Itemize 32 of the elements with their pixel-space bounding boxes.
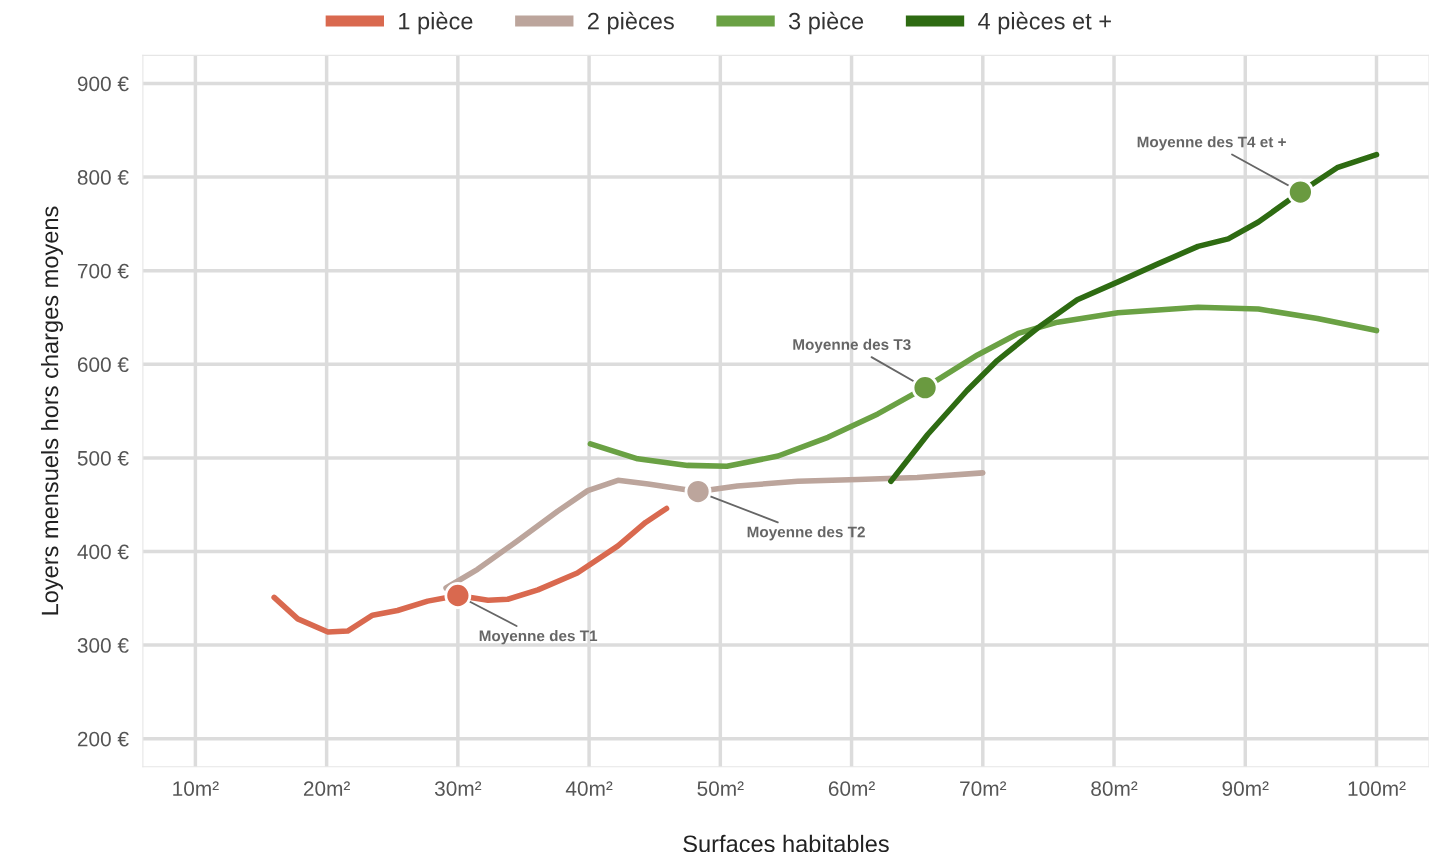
y-tick-label: 400 € xyxy=(77,544,129,560)
annotation: Moyenne des T1 xyxy=(479,630,598,645)
x-tick-label: 20m² xyxy=(303,781,350,796)
point xyxy=(1286,178,1314,206)
y-tick-label: 200 € xyxy=(77,731,129,747)
y-tick-label: 800 € xyxy=(77,170,129,185)
x-tick-label: 100m² xyxy=(1348,781,1406,796)
x-tick-label: 40m² xyxy=(565,781,613,796)
x-tick-label: 70m² xyxy=(960,781,1007,796)
point xyxy=(911,374,939,402)
y-tick-label: 600 € xyxy=(77,357,129,373)
annotation: Moyenne des T4 et + xyxy=(1137,136,1286,151)
x-tick-label: 10m² xyxy=(173,781,219,796)
legend-label: 3 pièce xyxy=(788,11,864,35)
x-tick-label: 30m² xyxy=(434,781,482,796)
legend-label: 1 pièce xyxy=(399,11,473,35)
x-axis-title: Surfaces habitables xyxy=(683,834,889,852)
x-tick-label: 90m² xyxy=(1222,781,1269,796)
annotation: Moyenne des T2 xyxy=(747,526,865,541)
y-tick-label: 300 € xyxy=(77,638,129,653)
x-tick-label: 60m² xyxy=(828,781,875,796)
y-axis-title: Loyers mensuels hors charges moyens xyxy=(40,206,63,615)
y-tick-label: 900 € xyxy=(77,76,129,92)
point xyxy=(444,582,472,609)
legend-label: 4 pièces et + xyxy=(978,11,1111,35)
y-tick-label: 700 € xyxy=(77,263,129,279)
legend-label: 2 pièces xyxy=(587,11,674,35)
x-tick-label: 50m² xyxy=(697,781,744,796)
y-tick-label: 500 € xyxy=(77,450,129,466)
annotation: Moyenne des T3 xyxy=(793,338,911,353)
point xyxy=(684,478,712,506)
x-tick-label: 80m² xyxy=(1091,781,1138,796)
